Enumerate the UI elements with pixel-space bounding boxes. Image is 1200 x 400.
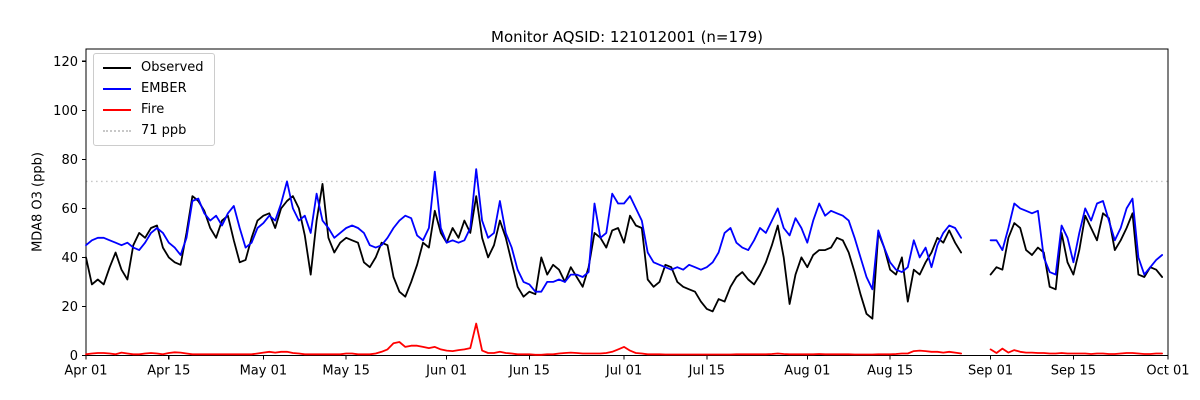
x-tick-label: Jun 01 — [425, 364, 467, 379]
x-tick-label: Apr 01 — [64, 364, 107, 379]
x-tick-label: Apr 15 — [147, 364, 190, 379]
legend-swatch-ember — [103, 88, 131, 90]
series-line-fire — [989, 347, 1163, 355]
x-tick-label: Jul 15 — [688, 364, 725, 379]
series-line-observed — [989, 212, 1163, 291]
series-line-ember — [989, 197, 1163, 276]
x-tick-label: Aug 15 — [867, 364, 913, 379]
legend-label: Fire — [141, 102, 165, 117]
legend-item-observed: Observed — [103, 61, 204, 75]
x-tick-label: Aug 01 — [784, 364, 830, 379]
y-tick-label: 0 — [70, 349, 78, 364]
y-tick-label: 120 — [53, 55, 78, 70]
x-tick-label: Oct 01 — [1146, 364, 1189, 379]
legend: Observed EMBER Fire 71 ppb — [93, 53, 215, 146]
y-tick-label: 60 — [61, 202, 78, 217]
legend-swatch-fire — [103, 109, 131, 111]
legend-swatch-observed — [103, 67, 131, 69]
x-tick-label: Sep 15 — [1051, 364, 1096, 379]
y-tick-label: 40 — [61, 251, 78, 266]
legend-item-71-ppb: 71 ppb — [103, 124, 204, 138]
x-tick-label: Jun 15 — [508, 364, 550, 379]
chart-title: Monitor AQSID: 121012001 (n=179) — [491, 28, 763, 46]
series-line-ember — [85, 168, 962, 293]
legend-swatch-71-ppb — [103, 130, 131, 132]
y-tick-label: 100 — [53, 104, 78, 119]
x-tick-label: Jul 01 — [605, 364, 642, 379]
x-tick-label: Sep 01 — [968, 364, 1013, 379]
y-tick-label: 80 — [61, 153, 78, 168]
series-line-fire — [85, 322, 962, 356]
legend-label: Observed — [141, 60, 204, 75]
x-tick-label: May 01 — [240, 364, 288, 379]
legend-item-fire: Fire — [103, 103, 204, 117]
series-line-observed — [85, 182, 962, 320]
x-tick-label: May 15 — [322, 364, 370, 379]
legend-item-ember: EMBER — [103, 82, 204, 96]
legend-label: 71 ppb — [141, 123, 187, 138]
y-tick-label: 20 — [61, 300, 78, 315]
axes-frame — [85, 48, 1169, 357]
legend-label: EMBER — [141, 81, 187, 96]
